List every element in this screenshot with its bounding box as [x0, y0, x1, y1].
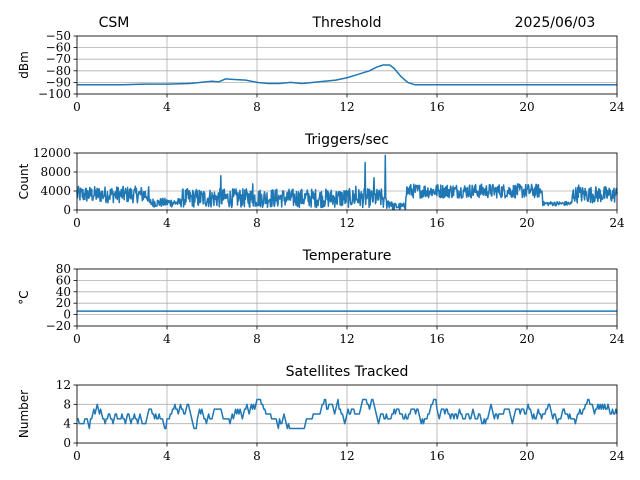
x-tick-label: 0: [73, 100, 81, 114]
y-tick-label: 60: [56, 273, 71, 287]
y-axis-title: Count: [17, 163, 31, 199]
y-tick-label: 40: [56, 285, 71, 299]
panel-title: Temperature: [302, 248, 392, 264]
y-tick-label: −80: [46, 64, 71, 78]
x-tick-label: 20: [519, 332, 534, 346]
x-tick-label: 20: [519, 449, 534, 463]
chart-panel-0: 0 4 8 12 16 20 24 −100−90−80−70−60−50 Threshold d…: [17, 15, 625, 114]
y-tick-label: −70: [46, 52, 71, 66]
panel-title: Satellites Tracked: [286, 364, 409, 380]
series-line: [77, 398, 618, 430]
x-tick-label: 0: [73, 449, 81, 463]
x-tick-label: 4: [163, 449, 171, 463]
y-tick-label: 8: [63, 397, 71, 411]
y-axis-title: °C: [17, 290, 31, 304]
y-tick-label: 12000: [33, 146, 71, 160]
x-tick-label: 8: [253, 100, 261, 114]
x-tick-label: 4: [163, 216, 171, 230]
y-tick-label: 80: [56, 262, 71, 276]
x-tick-label: 24: [609, 100, 625, 114]
x-tick-label: 12: [339, 100, 354, 114]
x-tick-label: 12: [339, 332, 354, 346]
y-axis-title: Number: [17, 390, 31, 438]
y-tick-label: −60: [46, 41, 71, 55]
x-tick-label: 0: [73, 216, 81, 230]
x-tick-label: 24: [609, 216, 625, 230]
header-date-label: 2025/06/03: [515, 15, 596, 31]
y-tick-label: 4000: [40, 184, 71, 198]
x-tick-label: 12: [339, 216, 354, 230]
x-tick-label: 12: [339, 449, 354, 463]
y-tick-label: −100: [38, 87, 71, 101]
y-tick-label: −50: [46, 29, 71, 43]
x-tick-label: 4: [163, 332, 171, 346]
panel-title: Triggers/sec: [304, 132, 389, 148]
y-tick-label: 12: [56, 378, 71, 392]
y-axis-title: dBm: [17, 51, 31, 79]
panel-title: Threshold: [312, 15, 382, 31]
x-tick-label: 8: [253, 449, 261, 463]
y-tick-label: 20: [56, 296, 71, 310]
chart-panel-1: 0 4 8 12 16 20 24 0 4000 8000 12000 Triggers/sec Cou…: [17, 132, 625, 230]
y-tick-label: −20: [46, 319, 71, 333]
x-tick-label: 0: [73, 332, 81, 346]
y-tick-label: −90: [46, 75, 71, 89]
x-tick-label: 8: [253, 332, 261, 346]
x-tick-label: 24: [609, 449, 625, 463]
x-tick-label: 20: [519, 216, 534, 230]
series-line: [76, 154, 618, 211]
x-tick-label: 16: [429, 216, 444, 230]
y-tick-label: 0: [63, 203, 71, 217]
y-tick-label: 4: [63, 417, 71, 431]
chart-panel-3: 0 4 8 12 16 20 24 0 4 8 12 Satellites Tracked Number: [17, 364, 625, 463]
y-tick-label: 8000: [40, 165, 71, 179]
x-tick-label: 16: [429, 332, 444, 346]
x-tick-label: 4: [163, 100, 171, 114]
series-line: [77, 64, 617, 86]
x-tick-label: 16: [429, 449, 444, 463]
x-tick-label: 24: [609, 332, 625, 346]
y-tick-label: 0: [63, 308, 71, 322]
y-tick-label: 0: [63, 436, 71, 450]
x-tick-label: 20: [519, 100, 534, 114]
x-tick-label: 16: [429, 100, 444, 114]
x-tick-label: 8: [253, 216, 261, 230]
chart-panels: 0 4 8 12 16 20 24 −100−90−80−70−60−50 Threshold d…: [17, 15, 625, 463]
header-left-label: CSM: [99, 15, 130, 31]
